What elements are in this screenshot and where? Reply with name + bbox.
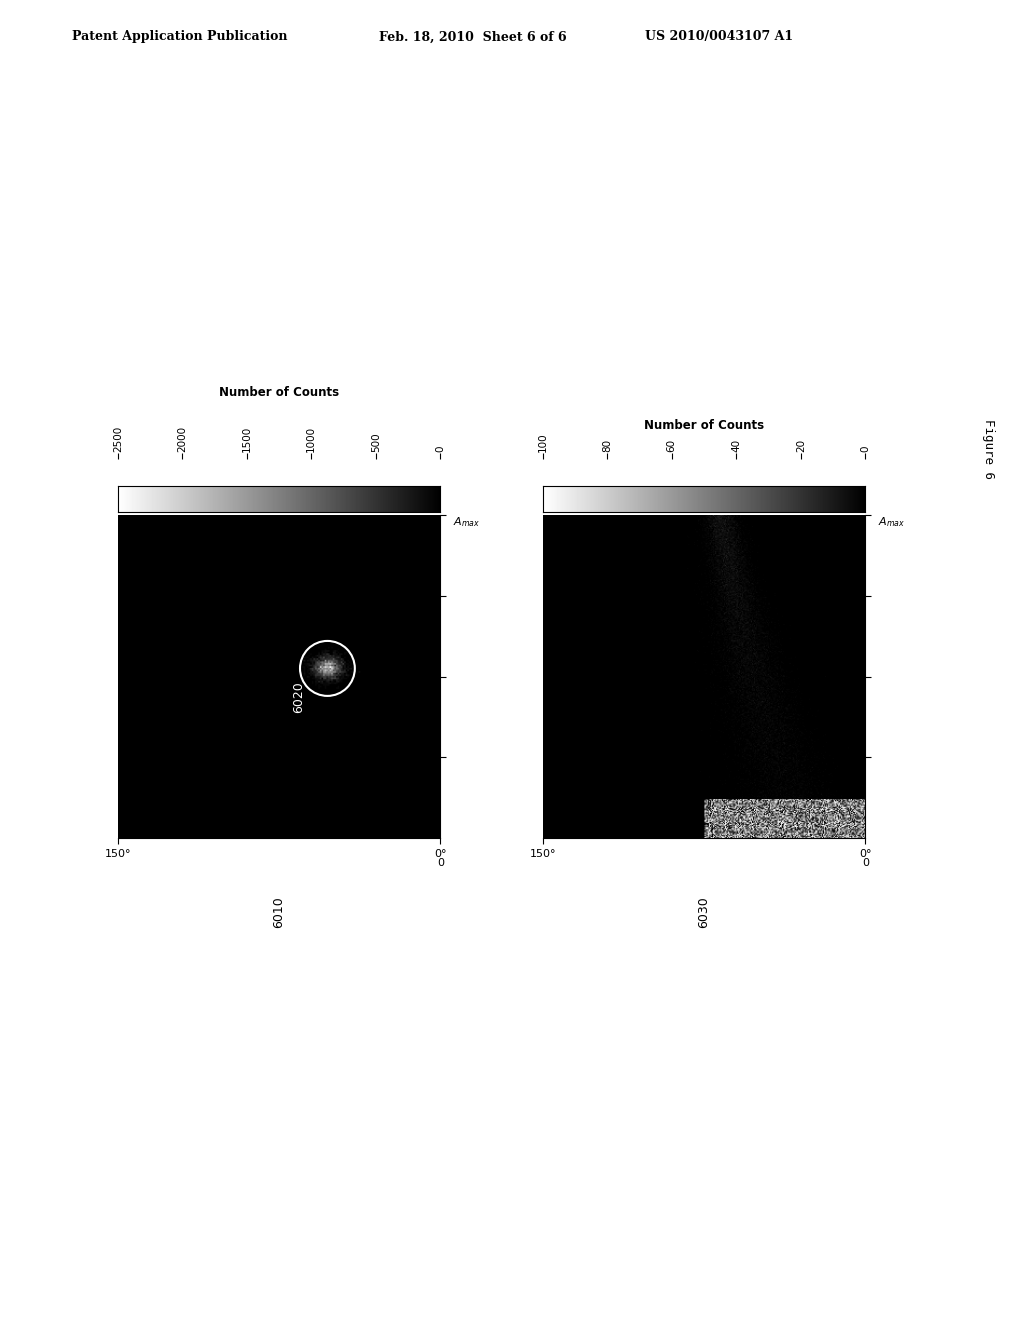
Text: US 2010/0043107 A1: US 2010/0043107 A1: [645, 30, 794, 44]
Text: $A_{max}$: $A_{max}$: [454, 515, 480, 528]
Title: Number of Counts: Number of Counts: [644, 418, 764, 432]
Text: 0: 0: [862, 858, 868, 867]
Text: Feb. 18, 2010  Sheet 6 of 6: Feb. 18, 2010 Sheet 6 of 6: [379, 30, 566, 44]
Text: 6020: 6020: [292, 681, 305, 713]
Title: Number of Counts: Number of Counts: [219, 385, 339, 399]
Text: 0: 0: [437, 858, 443, 867]
Text: 6010: 6010: [272, 896, 286, 928]
Text: $A_{max}$: $A_{max}$: [879, 515, 905, 528]
Text: Patent Application Publication: Patent Application Publication: [72, 30, 287, 44]
Text: Figure 6: Figure 6: [982, 418, 994, 479]
Text: 6030: 6030: [697, 896, 711, 928]
